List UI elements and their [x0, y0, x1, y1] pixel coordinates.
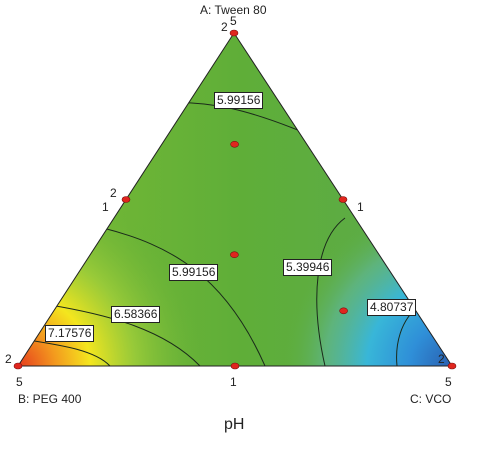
contour-label: 6.58366	[111, 306, 161, 323]
design-point	[229, 29, 239, 37]
vertex-value-left: 5	[16, 375, 23, 389]
contour-label: 7.17576	[45, 325, 95, 342]
design-point	[447, 362, 457, 370]
contour-line-6.58366	[49, 304, 201, 366]
design-point	[230, 362, 240, 370]
vertex-count-top: 2	[221, 20, 228, 34]
contour-label: 4.80737	[367, 299, 417, 316]
design-point	[339, 307, 348, 315]
design-point	[13, 362, 23, 370]
contour-label: 5.99156	[214, 92, 264, 109]
vertex-title-left: B: PEG 400	[18, 392, 82, 406]
vertex-value-right: 5	[445, 375, 452, 389]
contour-label: 5.99156	[169, 264, 219, 281]
design-point	[230, 141, 239, 148]
vertex-count-left: 2	[5, 352, 12, 366]
contour-line-7.17576	[27, 339, 111, 366]
right-mid-value: 1	[357, 200, 364, 214]
vertex-title-top: A: Tween 80	[200, 3, 267, 17]
vertex-value-top: 5	[230, 14, 237, 28]
vertex-count-right: 2	[438, 352, 445, 366]
design-point	[338, 196, 348, 203]
left-mid-count: 2	[110, 186, 117, 200]
vertex-title-right: C: VCO	[410, 392, 452, 406]
design-point	[121, 196, 131, 203]
contour-label: 5.39946	[283, 259, 333, 276]
x-axis-label: pH	[224, 416, 245, 433]
bottom-mid-value: 1	[230, 375, 237, 389]
left-mid-value: 1	[102, 200, 109, 214]
design-point	[230, 251, 239, 258]
